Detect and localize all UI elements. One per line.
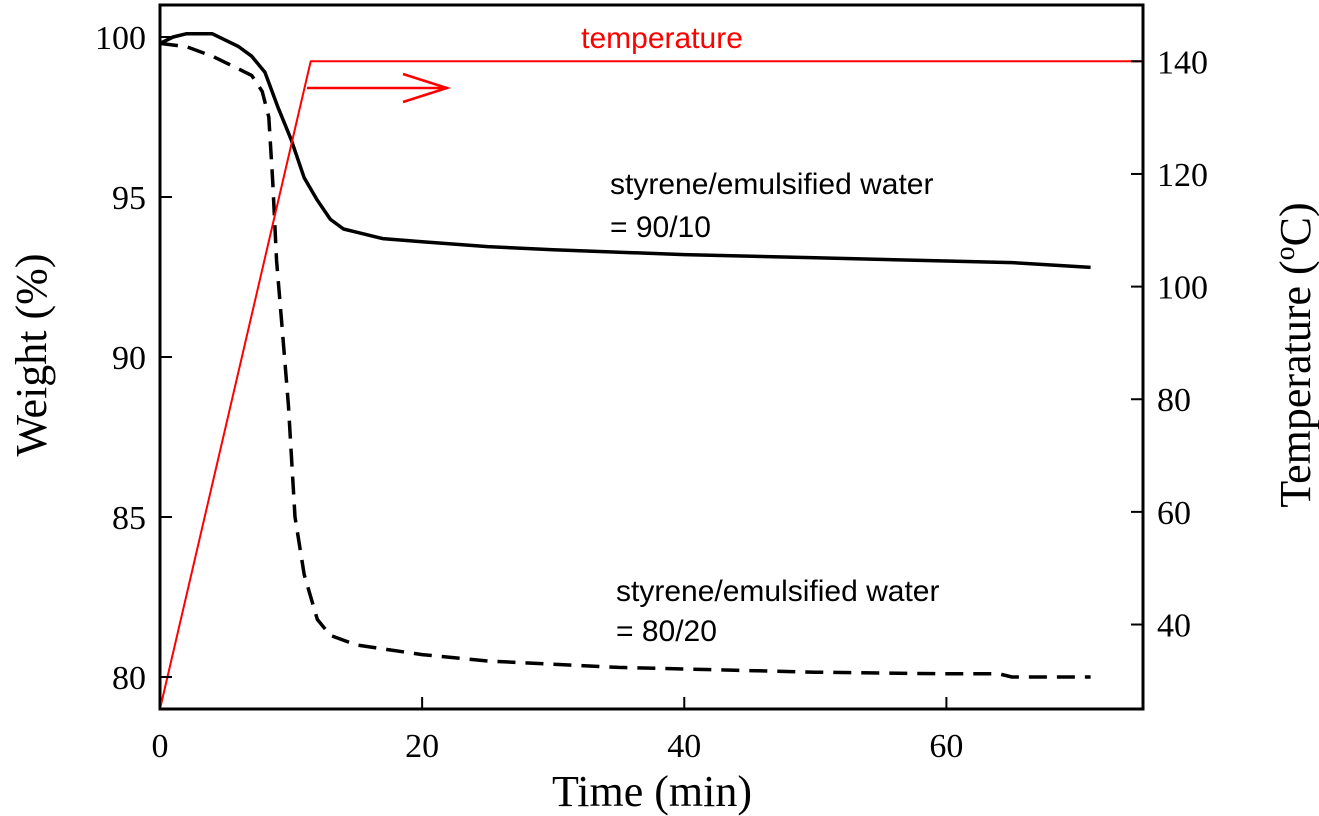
y-left-tick-label: 80 [112, 660, 146, 697]
annotation-styrene-80-20-line1: styrene/emulsified water [616, 575, 939, 608]
y-left-tick-label: 100 [95, 20, 146, 57]
y-axis-right-title-sup: o [1270, 246, 1301, 260]
y-right-tick-label: 40 [1157, 608, 1191, 645]
annotation-styrene-80-20-line2: = 80/20 [616, 615, 717, 648]
x-tick-label: 40 [667, 728, 701, 765]
y-left-tick-label: 95 [112, 180, 146, 217]
y-axis-right-title: Temperature (oC) [1270, 202, 1319, 507]
x-axis-title: Time (min) [552, 767, 752, 816]
annotation-styrene-90-10-line2: = 90/10 [610, 211, 711, 244]
y-left-tick-label: 85 [112, 500, 146, 537]
y-right-tick-label: 140 [1157, 44, 1208, 81]
y-axis-right-title-suffix: C) [1271, 202, 1319, 246]
y-axis-left-title: Weight (%) [7, 254, 56, 457]
x-tick-label: 60 [929, 728, 963, 765]
x-tick-label: 0 [152, 728, 169, 765]
series-weight-90-10 [159, 32, 1091, 270]
annotation-temperature: temperature [581, 22, 743, 55]
y-right-tick-label: 100 [1157, 270, 1208, 307]
series-temperature [159, 60, 1143, 710]
y-right-tick-label: 120 [1157, 157, 1208, 194]
x-tick-label: 20 [405, 728, 439, 765]
y-axis-right-title-prefix: Temperature ( [1271, 260, 1319, 507]
y-right-tick-label: 80 [1157, 382, 1191, 419]
series-weight-80-20 [159, 41, 1091, 679]
annotation-styrene-90-10-line1: styrene/emulsified water [610, 168, 933, 201]
series-layer [159, 32, 1143, 710]
ticks-layer: 0 20 40 60 80 85 90 95 100 40 60 80 100 120 140 [95, 20, 1208, 765]
y-left-tick-label: 90 [112, 340, 146, 377]
y-right-tick-label: 60 [1157, 495, 1191, 532]
arrow-head [402, 72, 452, 104]
